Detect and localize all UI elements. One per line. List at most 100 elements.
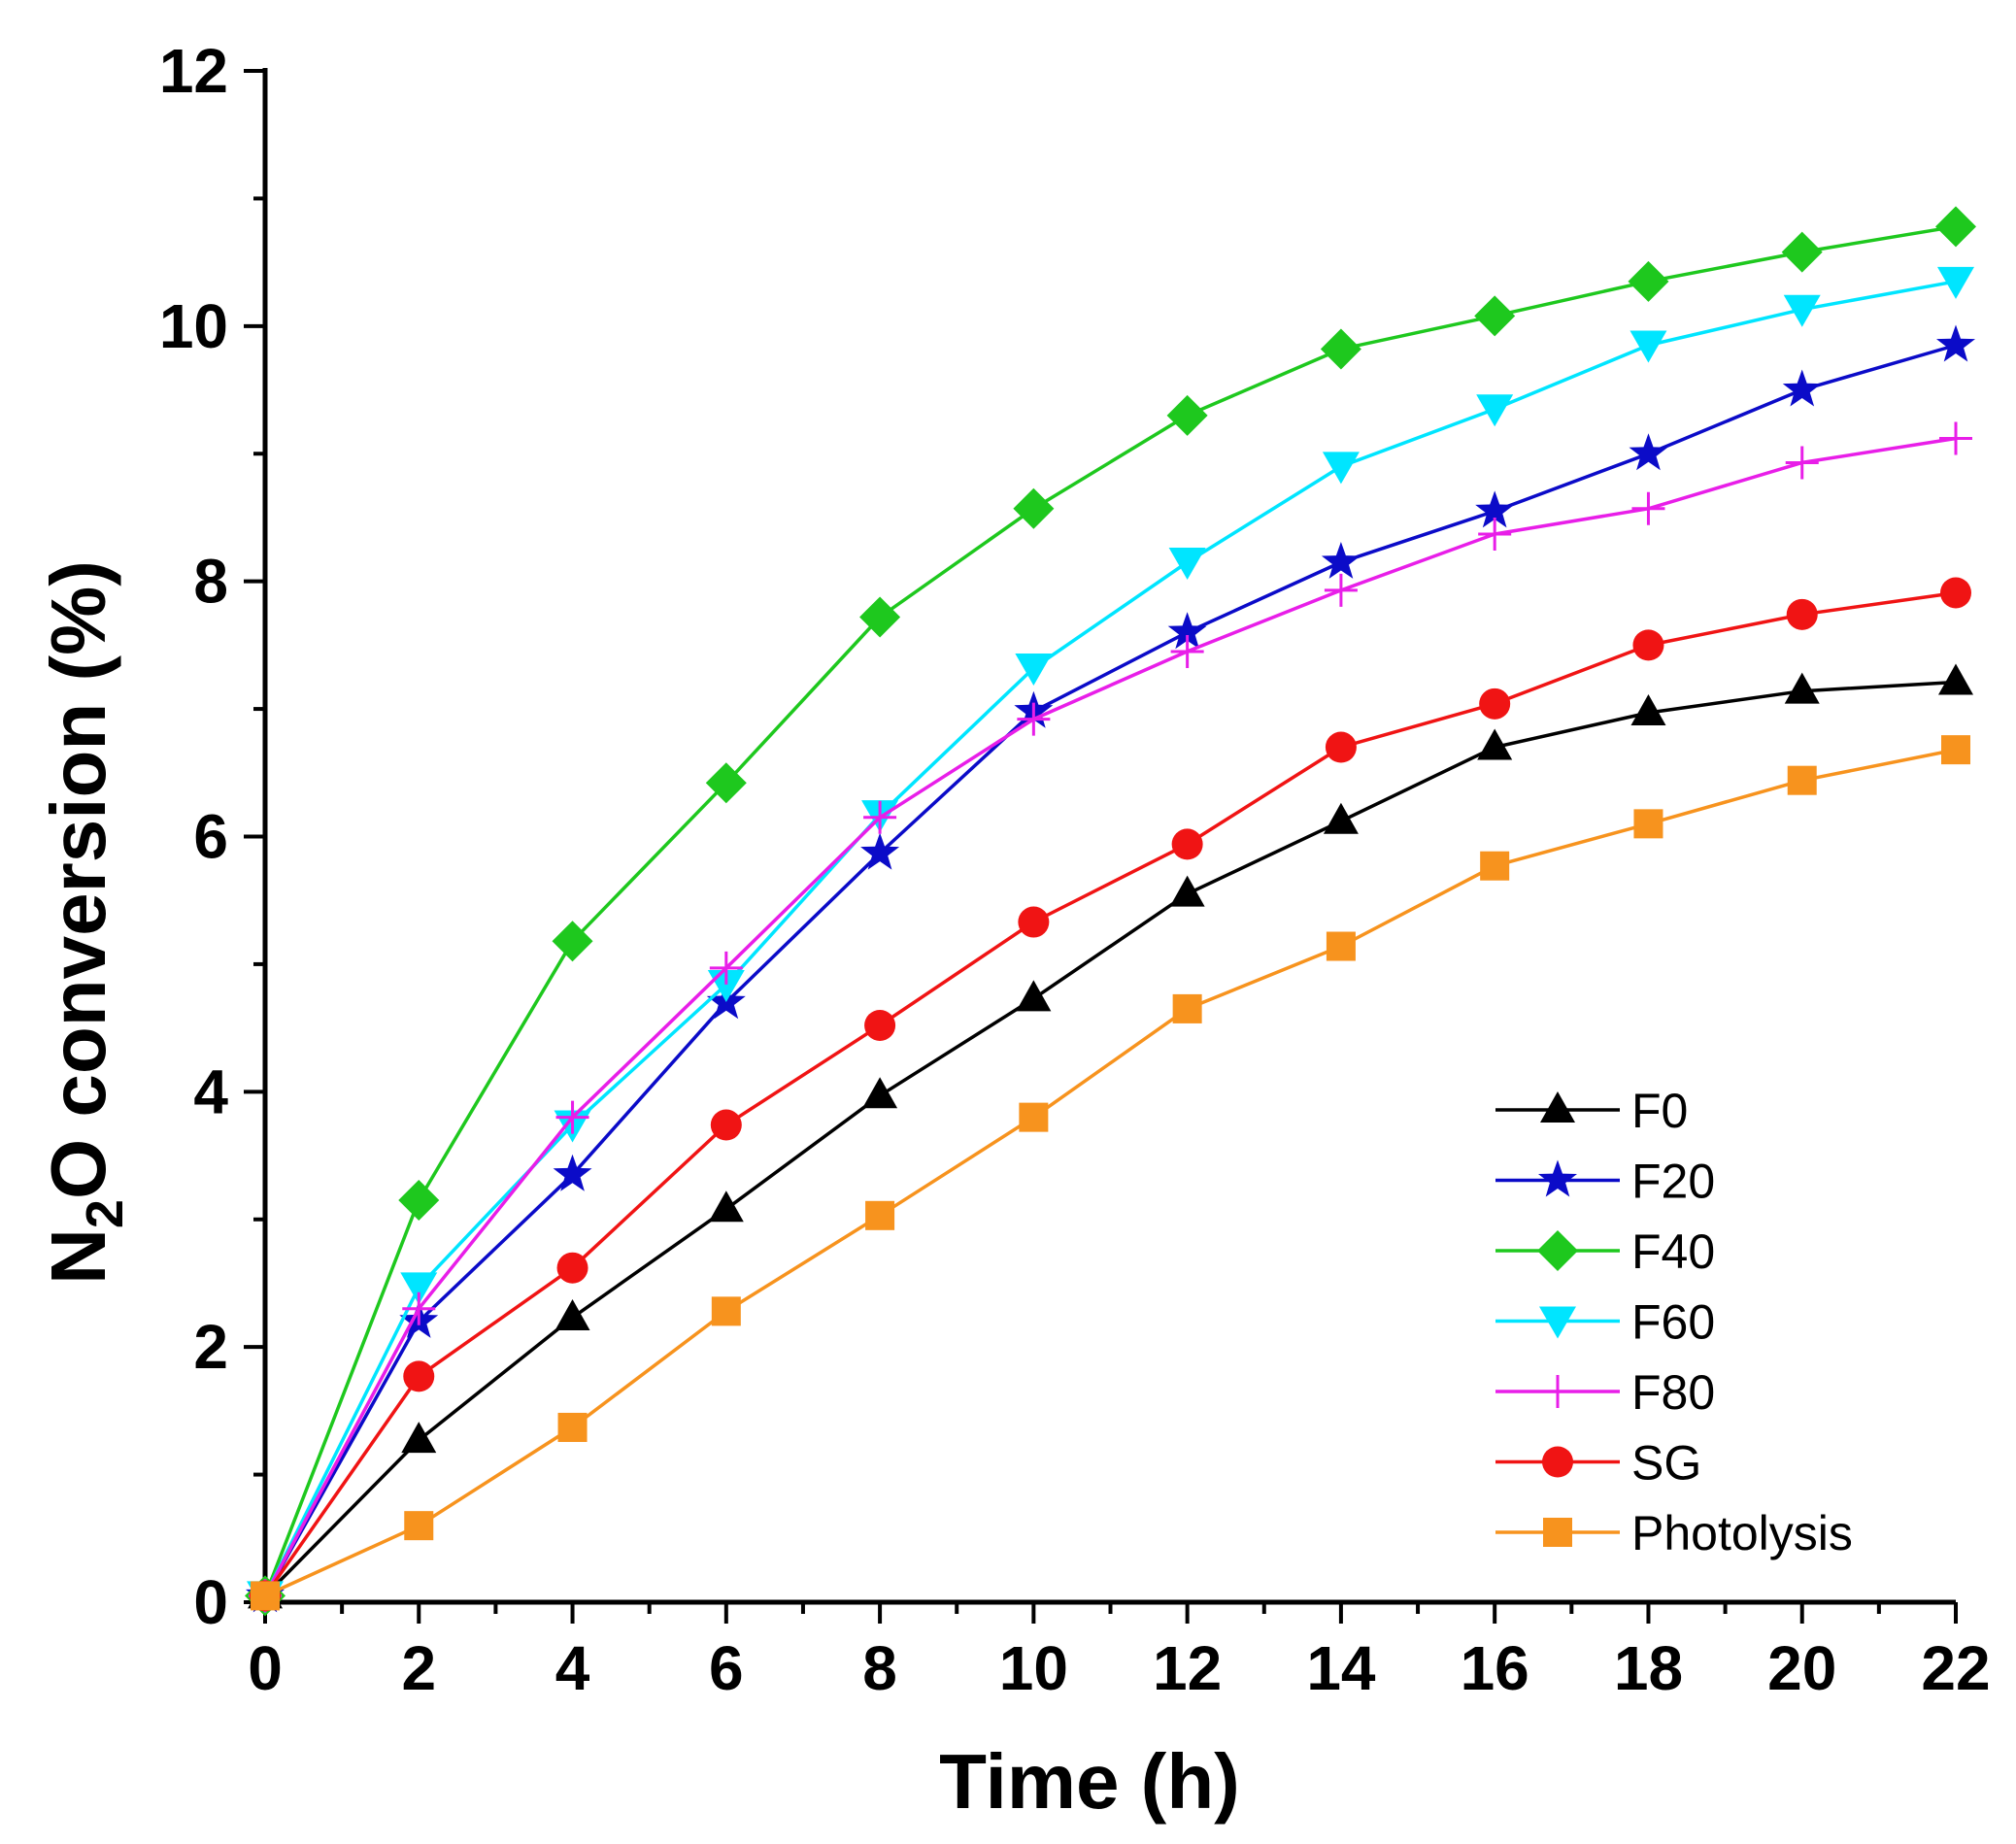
legend-label: F80 — [1631, 1365, 1715, 1420]
data-point — [1629, 433, 1668, 471]
series-line-f80 — [263, 436, 1957, 1597]
y-tick-label: 2 — [193, 1312, 228, 1382]
data-point — [859, 596, 901, 638]
legend-marker — [1540, 1091, 1575, 1123]
y-axis-title-prefix: N — [35, 1228, 121, 1285]
data-point — [1324, 573, 1358, 607]
data-point — [862, 1077, 898, 1109]
data-point — [1938, 663, 1973, 695]
x-tick-label: 4 — [555, 1633, 590, 1703]
data-point — [1018, 906, 1050, 938]
data-point — [400, 1272, 438, 1305]
data-point — [711, 1296, 741, 1326]
data-point — [1172, 993, 1202, 1023]
data-point — [1322, 452, 1360, 485]
series-f0 — [248, 663, 1973, 1609]
data-point — [710, 1109, 742, 1141]
series-f20 — [246, 324, 1975, 1613]
data-point — [1939, 421, 1972, 455]
data-point — [1783, 294, 1821, 327]
series-line-photolysis — [264, 748, 1957, 1597]
legend-item-f20: F20 — [1495, 1155, 1715, 1209]
data-point — [1782, 369, 1822, 407]
legend-marker — [1541, 1375, 1574, 1408]
x-tick-label: 10 — [999, 1633, 1068, 1703]
y-axis-title-subscript: 2 — [76, 1199, 134, 1228]
data-point — [1937, 266, 1974, 299]
data-point — [557, 1412, 588, 1442]
data-point — [1475, 490, 1515, 528]
data-point — [1326, 931, 1356, 961]
legend-item-f40: F40 — [1495, 1224, 1715, 1279]
data-point — [1321, 542, 1361, 579]
data-point — [1016, 980, 1052, 1012]
y-tick-label: 12 — [159, 36, 228, 106]
series-layer — [245, 206, 1976, 1617]
axes: 0 2 4 6 8 10 12 14 16 18 20 22 0 2 4 6 8 10 12 — [159, 36, 1991, 1703]
legend-item-f80: F80 — [1495, 1365, 1715, 1420]
series-line-sg — [263, 590, 1957, 1597]
legend-marker — [1542, 1446, 1573, 1478]
series-line-f20 — [263, 343, 1957, 1597]
data-point — [1478, 518, 1512, 552]
data-point — [1935, 206, 1976, 248]
data-point — [1320, 328, 1361, 370]
data-point — [1630, 330, 1667, 363]
data-point — [1480, 851, 1510, 881]
x-tick-label: 2 — [401, 1633, 436, 1703]
data-point — [1479, 687, 1511, 720]
data-point — [1013, 487, 1055, 529]
data-point — [1015, 654, 1053, 687]
data-point — [1170, 634, 1204, 668]
data-point — [1323, 802, 1359, 834]
x-tick-label: 0 — [248, 1633, 283, 1703]
y-axis-title: N2O conversion (%) — [35, 560, 134, 1285]
data-point — [1785, 446, 1819, 480]
data-point — [1941, 735, 1970, 765]
data-point — [555, 1100, 589, 1134]
series-line-f40 — [263, 224, 1957, 1597]
legend-label: SG — [1631, 1436, 1701, 1491]
legend-marker — [1538, 1159, 1577, 1197]
x-tick-label: 18 — [1614, 1633, 1683, 1703]
data-point — [860, 832, 900, 870]
x-tick-label: 14 — [1306, 1633, 1376, 1703]
data-point — [1477, 728, 1513, 760]
data-point — [1169, 875, 1205, 907]
data-point — [1017, 702, 1051, 736]
series-f80 — [249, 421, 1972, 1613]
data-point — [1325, 731, 1357, 763]
data-point — [251, 1581, 280, 1611]
y-axis-title-suffix: O conversion (%) — [35, 560, 121, 1199]
data-point — [404, 1511, 434, 1541]
data-point — [865, 1200, 895, 1230]
data-point — [708, 1190, 744, 1223]
data-point — [1474, 295, 1516, 337]
data-point — [554, 1298, 590, 1330]
data-point — [402, 1291, 436, 1325]
legend-item-sg: SG — [1495, 1436, 1701, 1491]
data-point — [1167, 612, 1207, 650]
legend: F0 F20 F40 F60 F80 SG Photolysis — [1495, 1084, 1853, 1560]
data-point — [1630, 694, 1666, 726]
data-point — [1940, 577, 1971, 609]
x-tick-label: 8 — [862, 1633, 897, 1703]
legend-marker — [1539, 1306, 1576, 1339]
legend-marker — [1537, 1230, 1578, 1271]
data-point — [1019, 1102, 1049, 1132]
x-tick-label: 20 — [1767, 1633, 1836, 1703]
data-point — [1787, 765, 1817, 795]
data-point — [709, 951, 743, 985]
data-point — [705, 762, 747, 804]
x-tick-label: 16 — [1461, 1633, 1529, 1703]
data-point — [403, 1360, 435, 1392]
legend-label: F40 — [1631, 1224, 1715, 1279]
data-point — [1936, 324, 1975, 362]
data-point — [1781, 231, 1823, 273]
data-point — [1476, 394, 1514, 427]
legend-item-f0: F0 — [1495, 1084, 1688, 1138]
legend-label: F0 — [1631, 1084, 1688, 1138]
y-tick-label: 6 — [193, 802, 228, 872]
series-line-f60 — [263, 280, 1957, 1597]
data-point — [1786, 598, 1818, 630]
